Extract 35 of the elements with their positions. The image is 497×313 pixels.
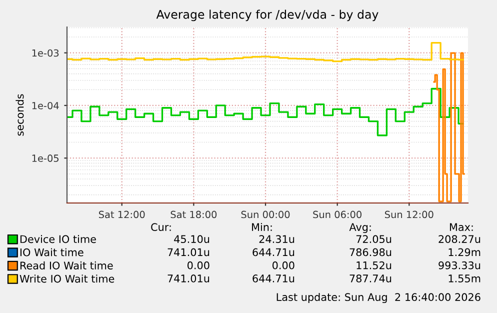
text: Max: [450,223,473,232]
text: Min: [252,222,272,231]
legend-label: Write IO Wait time [20,274,114,283]
x-tick-label: Sun 12:00 [384,210,434,218]
text: 741.01u [168,248,210,256]
legend-label: IO Wait time [20,248,84,256]
text: Avg: [349,223,371,234]
text: 1.55m [448,274,480,282]
y-axis-title: seconds [16,94,24,136]
x-tick-label: Sat 12:00 [98,210,145,218]
y-tick-label: 1e-05 [32,154,59,162]
text: 0.00 [187,261,210,270]
y-tick-label: 1e-04 [32,102,59,110]
chart-title: Average latency for /dev/vda - by day [156,10,378,22]
text: 208.27u [438,235,480,244]
text: 0.00 [272,261,294,270]
x-tick-label: Sun 06:00 [313,210,362,218]
text: 1.29m [448,248,480,256]
text: 993.33u [438,261,480,270]
text: 786.98u [350,248,392,256]
text: 24.31u [259,235,294,244]
legend-label: Read IO Wait time [20,261,113,270]
text: 644.71u [252,248,294,256]
text: Last update: Sun Aug 2 16:40:00 2026 [276,292,480,304]
text: 11.52u [356,261,392,270]
y-tick-label: 1e-03 [32,49,59,57]
text: 787.74u [350,274,392,282]
x-tick-label: Sat 18:00 [170,210,217,218]
x-tick-label: Sun 00:00 [241,210,290,218]
legend-label: Device IO time [20,235,96,244]
text: 72.05u [356,235,392,244]
text: 45.10u [174,235,210,244]
text: Cur: [151,223,171,232]
text: 644.71u [252,274,294,282]
text: 741.01u [168,274,210,282]
